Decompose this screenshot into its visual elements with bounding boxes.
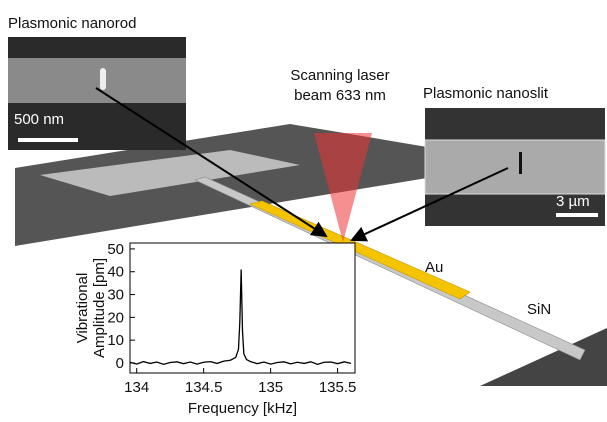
figure: 500 nm Plasmonic nanorod 3 µm Plasmonic … <box>0 0 607 422</box>
sem-slit-beam <box>425 140 605 194</box>
y-tick-label: 10 <box>107 332 124 349</box>
sin-label: SiN <box>527 301 551 318</box>
nanorod <box>100 68 106 90</box>
x-tick-label: 134.5 <box>185 379 223 396</box>
x-axis-label: Frequency [kHz] <box>188 400 297 417</box>
y-tick-label: 50 <box>107 241 124 258</box>
x-tick-label: 135.5 <box>319 379 357 396</box>
scale-label: 3 µm <box>556 193 590 210</box>
nanoslit <box>519 152 522 174</box>
sem-rod <box>8 58 186 103</box>
scale-label: 500 nm <box>14 111 64 128</box>
nanorod-label: Plasmonic nanorod <box>8 15 136 32</box>
gold-label: Au <box>425 259 443 276</box>
nanoslit-label: Plasmonic nanoslit <box>423 85 549 102</box>
x-tick-label: 135 <box>258 379 283 396</box>
y-tick-label: 30 <box>107 287 124 304</box>
y-axis-label: Vibrational <box>74 273 91 344</box>
laser-label: beam 633 nm <box>294 87 386 104</box>
y-tick-label: 0 <box>116 355 124 372</box>
y-tick-label: 40 <box>107 264 124 281</box>
y-axis-label: Amplitude [pm] <box>91 258 108 358</box>
y-tick-label: 20 <box>107 309 124 326</box>
x-tick-label: 134 <box>124 379 149 396</box>
laser-label: Scanning laser <box>290 67 389 84</box>
